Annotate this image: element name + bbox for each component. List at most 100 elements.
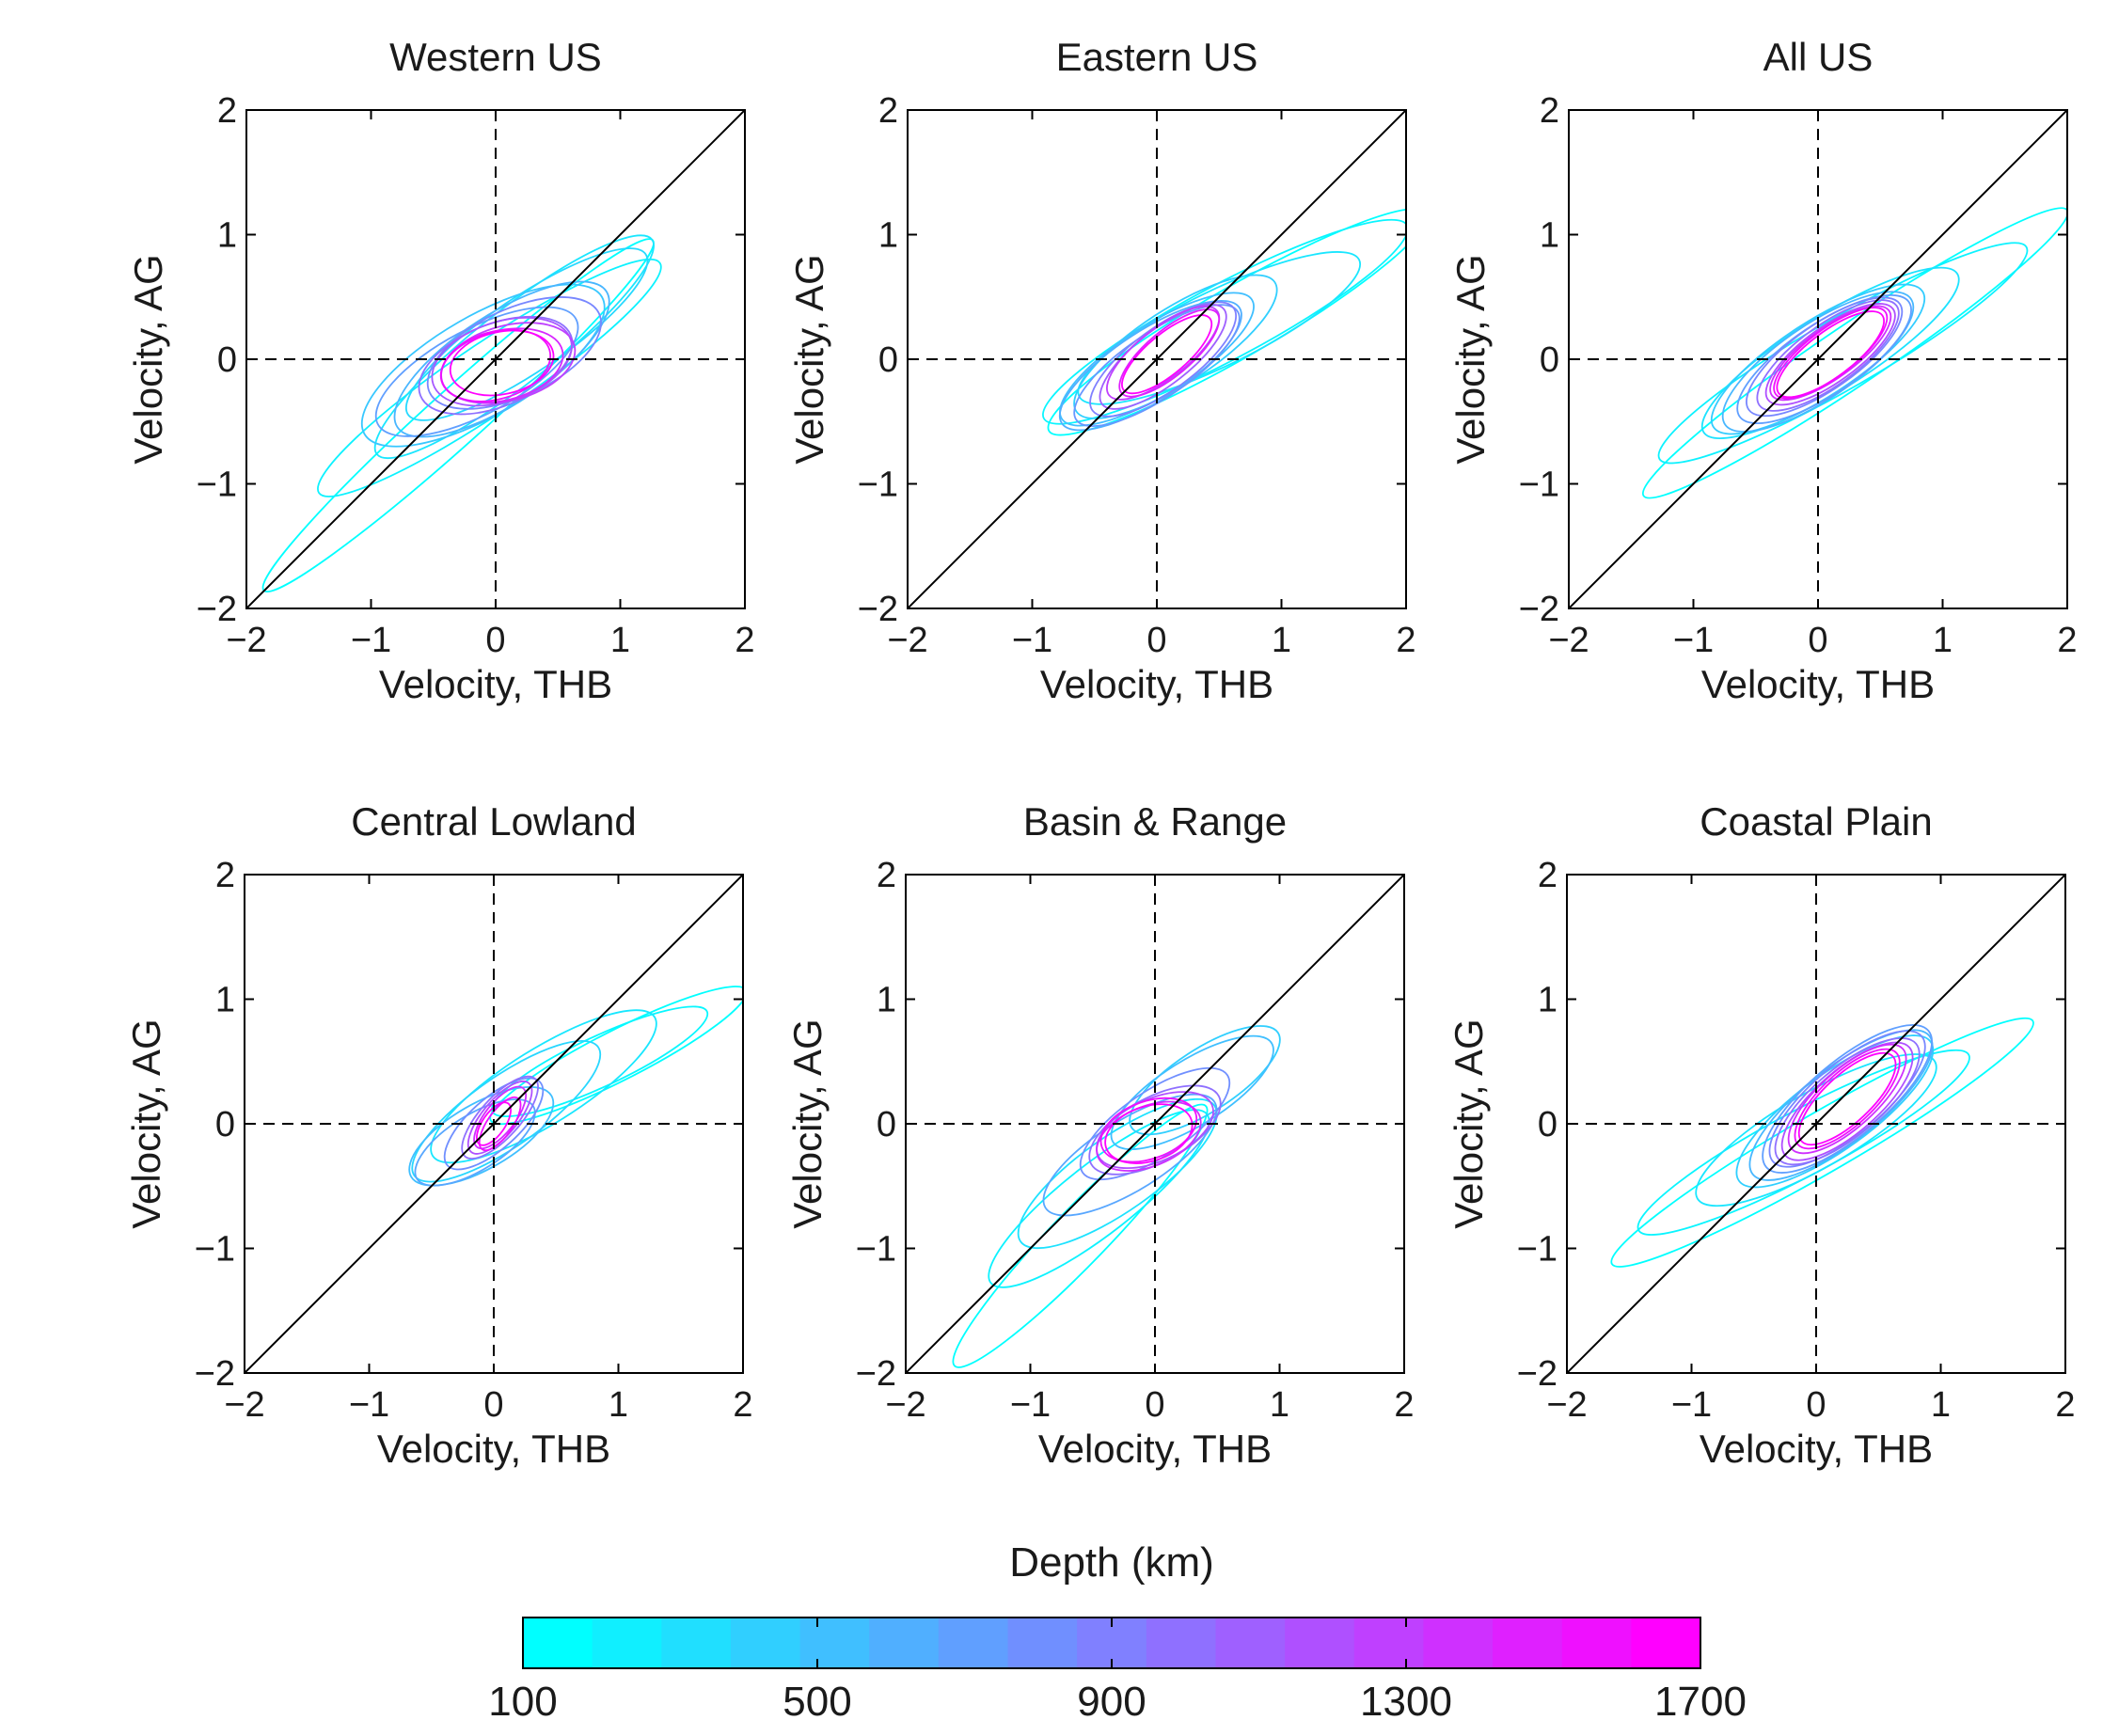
x-tick-label: −1 (1012, 621, 1052, 660)
x-tick-label: 1 (1272, 621, 1291, 660)
ellipse-1 (1641, 207, 2067, 499)
y-tick-label: 0 (877, 1105, 896, 1144)
ellipse-10 (1769, 305, 1892, 402)
ellipse-1 (1610, 1017, 2034, 1268)
y-tick-label: −2 (1519, 590, 1559, 629)
ellipse-1 (489, 986, 743, 1126)
ellipse-8 (1774, 1037, 1921, 1166)
y-axis-label: Velocity, AG (1447, 1018, 1491, 1228)
ellipse-4 (411, 1040, 602, 1183)
x-tick-label: 0 (483, 1385, 503, 1425)
ellipse-2 (317, 258, 662, 497)
x-axis-label: Velocity, THB (1701, 662, 1935, 706)
colorbar-tick-label: 1300 (1360, 1679, 1452, 1725)
x-tick-label: 2 (1396, 621, 1415, 660)
x-axis-label: Velocity, THB (1038, 1427, 1272, 1471)
y-axis-label: Velocity, AG (785, 1018, 830, 1228)
colorbar-step (1561, 1618, 1632, 1668)
y-tick-label: 2 (1540, 91, 1559, 131)
y-tick-label: 2 (217, 91, 237, 131)
plot-area (1567, 875, 2065, 1373)
ellipse-5 (1721, 291, 1915, 433)
ellipse-7 (1746, 296, 1904, 418)
colorbar-step (1215, 1618, 1286, 1668)
panel-title: Western US (389, 35, 602, 79)
ellipse-9 (466, 1081, 533, 1155)
ellipse-1 (1047, 208, 1406, 436)
x-tick-label: 2 (735, 621, 754, 660)
ellipse-8 (461, 1075, 539, 1160)
y-tick-label: −1 (197, 466, 237, 505)
y-tick-label: 2 (877, 856, 896, 895)
y-tick-label: −1 (1519, 466, 1559, 505)
panel-title: Basin & Range (1023, 799, 1287, 844)
ellipse-14 (449, 329, 555, 397)
panel-6: −2−2 −1 −1 0 0 1 1 2 2 Coastal Plain Velocity, THB… (1447, 799, 2076, 1471)
y-tick-label: −1 (856, 1230, 896, 1270)
ellipse-2 (988, 1109, 1210, 1288)
x-tick-label: −1 (1671, 1385, 1712, 1425)
ellipse-4 (404, 247, 649, 421)
ellipse-6 (1058, 299, 1242, 432)
ellipse-5 (408, 1085, 555, 1187)
ellipse-5 (360, 283, 606, 448)
x-tick-label: 2 (2055, 1385, 2075, 1425)
ellipse-13 (439, 328, 552, 402)
y-tick-label: −2 (195, 1354, 235, 1394)
colorbar-step (730, 1618, 801, 1668)
plot-area (246, 110, 745, 608)
y-tick-label: 0 (217, 340, 237, 380)
y-tick-label: −2 (1517, 1354, 1557, 1394)
panel-1: −2−2 −1 −1 0 0 1 1 2 2 Western US Velocity, THB Vel… (126, 35, 755, 706)
x-tick-label: 0 (1808, 621, 1827, 660)
ellipse-11 (1118, 308, 1221, 398)
ellipse-3 (1700, 266, 1960, 440)
colorbar-step (799, 1618, 870, 1668)
ellipse-12 (1776, 310, 1886, 399)
ellipse-11 (1794, 1048, 1901, 1150)
ellipse-1 (261, 238, 655, 592)
ellipse-6 (1762, 1024, 1934, 1174)
colorbar-tick-label: 1700 (1654, 1679, 1747, 1725)
ellipse-12 (1104, 1103, 1194, 1164)
panel-title: Coastal Plain (1700, 799, 1932, 844)
y-tick-label: 0 (1538, 1105, 1557, 1144)
x-tick-label: −1 (1010, 1385, 1051, 1425)
x-tick-label: 0 (485, 621, 505, 660)
x-tick-label: −2 (1546, 1385, 1587, 1425)
plot-area (1569, 110, 2067, 608)
panel-5: −2−2 −1 −1 0 0 1 1 2 2 Basin & Range Velocity, THB… (785, 799, 1415, 1471)
ellipse-3 (1017, 1097, 1218, 1250)
y-axis-label: Velocity, AG (1448, 254, 1493, 464)
ellipse-12 (476, 1101, 512, 1146)
plot-area (906, 875, 1404, 1373)
ellipse-9 (1764, 303, 1896, 406)
ellipse-2 (1657, 242, 2029, 465)
colorbar-step (661, 1618, 732, 1668)
ellipse-11 (478, 1096, 522, 1152)
ellipse-3 (373, 234, 655, 460)
y-tick-label: −1 (195, 1230, 235, 1270)
x-tick-label: −1 (349, 1385, 389, 1425)
x-tick-label: −2 (226, 621, 266, 660)
y-tick-label: 0 (215, 1105, 235, 1144)
colorbar: 100 500 900 1300 1700 Depth (km) (488, 1539, 1747, 1725)
x-axis-label: Velocity, THB (379, 662, 612, 706)
y-tick-label: 2 (1538, 856, 1557, 895)
ellipse-11 (1099, 1097, 1198, 1163)
y-tick-label: 1 (1540, 216, 1559, 256)
y-axis-label: Velocity, AG (126, 254, 170, 464)
y-tick-label: 1 (877, 981, 896, 1020)
colorbar-step (869, 1618, 940, 1668)
x-tick-label: 2 (2057, 621, 2077, 660)
ellipse-8 (1756, 299, 1900, 412)
plot-area (908, 110, 1406, 608)
panel-3: −2−2 −1 −1 0 0 1 1 2 2 All US Velocity, THB Velocit… (1448, 35, 2078, 706)
ellipse-7 (443, 1077, 545, 1171)
colorbar-tick-label: 100 (488, 1679, 557, 1725)
y-tick-label: −1 (858, 466, 898, 505)
y-tick-label: 0 (1540, 340, 1559, 380)
x-tick-label: 1 (1933, 621, 1953, 660)
ellipse-4 (1073, 274, 1278, 419)
colorbar-step (523, 1618, 593, 1668)
